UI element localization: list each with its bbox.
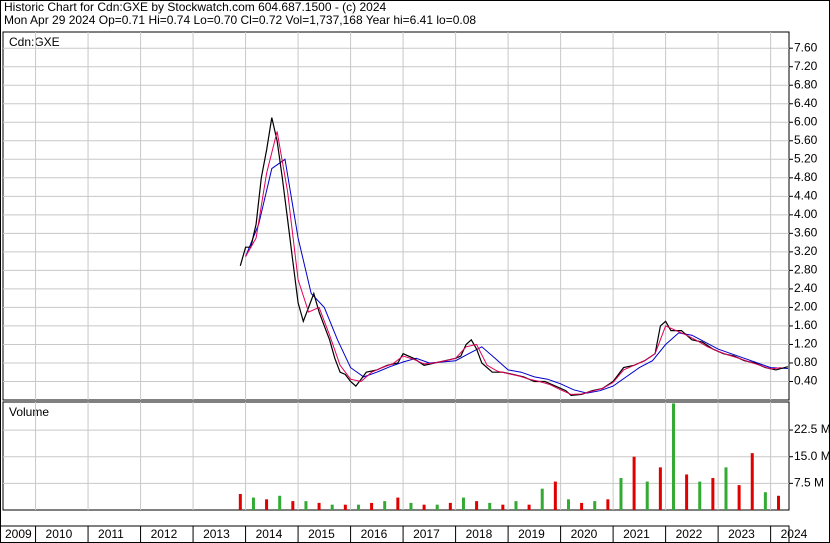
volume-bar [553, 481, 557, 510]
x-tick-label: 2017 [413, 527, 440, 541]
y-tick-label: 5.60 [794, 133, 818, 147]
y-tick-label: 0.80 [794, 355, 818, 369]
volume-bar [343, 504, 347, 510]
x-tick-label: 2016 [361, 527, 388, 541]
volume-bar [238, 494, 242, 510]
symbol-label: Cdn:GXE [9, 35, 60, 49]
volume-bar [671, 403, 675, 510]
volume-bar [383, 501, 387, 510]
y-tick-label: 6.00 [794, 114, 818, 128]
x-tick-label: 2010 [46, 527, 73, 541]
header-line: Mon Apr 29 2024 Op=0.71 Hi=0.74 Lo=0.70 … [4, 13, 476, 27]
x-tick-label: 2011 [98, 527, 124, 541]
volume-bar [501, 504, 505, 510]
volume-bar [251, 497, 255, 510]
volume-bar [475, 501, 479, 510]
y-tick-label: 4.40 [794, 188, 818, 202]
volume-bar [685, 474, 689, 510]
y-tick-label: 2.40 [794, 281, 818, 295]
volume-bar [658, 467, 662, 510]
y-tick-label: 15.0 M [794, 449, 830, 463]
x-tick-label: 2024 [781, 527, 808, 541]
volume-bar [265, 499, 269, 510]
volume-bar [527, 504, 531, 510]
volume-bar [645, 481, 649, 510]
y-tick-label: 1.20 [794, 337, 818, 351]
volume-panel [2, 401, 790, 511]
year-row [0, 525, 790, 543]
y-tick-label: 3.60 [794, 226, 818, 240]
volume-bar [330, 504, 334, 510]
y-tick-label: 1.60 [794, 318, 818, 332]
price-panel [2, 31, 790, 401]
x-tick-label: 2009 [5, 527, 32, 541]
volume-bar [540, 488, 544, 510]
volume-bar [514, 501, 518, 510]
y-tick-label: 7.60 [794, 40, 818, 54]
volume-bar [409, 502, 413, 510]
volume-bar [461, 497, 465, 510]
volume-bar [422, 504, 426, 510]
volume-label: Volume [9, 405, 49, 419]
volume-bar [711, 478, 715, 510]
volume-bar [291, 501, 295, 510]
x-tick-label: 2022 [676, 527, 703, 541]
x-tick-label: 2013 [203, 527, 230, 541]
y-tick-label: 22.5 M [794, 422, 830, 436]
volume-bar [619, 478, 623, 510]
volume-bar [593, 501, 597, 510]
y-tick-label: 7.20 [794, 59, 818, 73]
volume-bar [566, 499, 570, 510]
volume-bar [435, 504, 439, 510]
y-tick-label: 2.00 [794, 300, 818, 314]
volume-bar [724, 467, 728, 510]
volume-bar [370, 502, 374, 510]
volume-bar [396, 497, 400, 510]
x-tick-label: 2023 [728, 527, 755, 541]
volume-bar [776, 495, 780, 510]
x-tick-label: 2012 [151, 527, 178, 541]
y-tick-label: 5.20 [794, 151, 818, 165]
y-tick-label: 7.5 M [794, 476, 824, 490]
volume-bar [278, 495, 282, 510]
y-tick-label: 4.80 [794, 170, 818, 184]
volume-bar [606, 499, 610, 510]
volume-bar [356, 504, 360, 510]
x-tick-label: 2019 [518, 527, 545, 541]
volume-bar [763, 492, 767, 510]
volume-bar [488, 502, 492, 510]
y-tick-label: 6.80 [794, 77, 818, 91]
volume-bar [737, 485, 741, 510]
header-line: Historic Chart for Cdn:GXE by Stockwatch… [4, 0, 386, 14]
volume-bar [448, 502, 452, 510]
y-tick-label: 3.20 [794, 244, 818, 258]
volume-bar [632, 456, 636, 510]
x-tick-label: 2021 [623, 527, 650, 541]
y-tick-label: 0.40 [794, 374, 818, 388]
volume-bar [304, 501, 308, 510]
x-tick-label: 2018 [466, 527, 493, 541]
x-tick-label: 2015 [308, 527, 335, 541]
volume-bar [580, 502, 584, 510]
volume-bar [750, 453, 754, 510]
x-tick-label: 2020 [571, 527, 598, 541]
price-line [245, 158, 788, 394]
y-tick-label: 4.00 [794, 207, 818, 221]
volume-bar [698, 481, 702, 510]
y-tick-label: 2.80 [794, 263, 818, 277]
price-line [245, 131, 782, 395]
y-tick-label: 6.40 [794, 96, 818, 110]
x-tick-label: 2014 [256, 527, 283, 541]
volume-bar [317, 502, 321, 510]
